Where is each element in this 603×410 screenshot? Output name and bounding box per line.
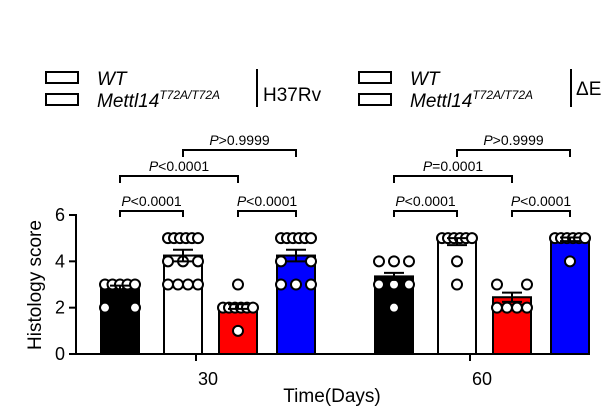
data-point — [232, 324, 244, 337]
y-axis-label: Histology score — [25, 220, 46, 350]
y-tick-label: 4 — [55, 251, 65, 271]
comparison-bracket — [119, 175, 239, 183]
legend-group-bracket-left — [256, 69, 258, 107]
comparison-bracket — [237, 210, 297, 217]
legend-group-label-h37rv: H37Rv — [263, 85, 322, 106]
comparison-bracket — [511, 210, 571, 217]
x-axis-label: Time(Days) — [283, 386, 380, 407]
data-point — [491, 301, 503, 314]
y-tick-label: 6 — [55, 205, 65, 225]
data-point — [129, 278, 141, 291]
data-point — [192, 232, 204, 245]
error-bars — [110, 236, 580, 310]
data-point — [403, 255, 415, 268]
comparison-label: P<0.0001 — [511, 193, 572, 209]
data-point — [129, 301, 141, 314]
comparison-label: P<0.0001 — [149, 158, 210, 174]
comparison-bracket — [119, 210, 184, 217]
data-point — [305, 232, 317, 245]
legend-label-mettl14-de: Mettl14T72A/T72A — [410, 88, 534, 112]
bar — [163, 254, 203, 356]
data-point — [466, 232, 478, 245]
comparison-label: P>0.9999 — [209, 132, 270, 148]
data-point — [162, 278, 174, 291]
comparison-brackets: P<0.0001 P<0.0001 P<0.0001 P>0.9999 P<0.0001… — [119, 132, 572, 217]
comparison-label: P=0.0001 — [423, 158, 484, 174]
data-point — [403, 278, 415, 291]
comparison-label: P<0.0001 — [121, 193, 182, 209]
y-tick-label: 0 — [55, 344, 65, 364]
data-point — [305, 255, 317, 268]
data-point — [564, 255, 576, 268]
legend-group-bracket-right — [570, 69, 572, 107]
bar — [100, 288, 140, 355]
y-tick-label: 2 — [55, 298, 65, 318]
comparison-label: P<0.0001 — [395, 193, 456, 209]
data-point — [290, 278, 302, 291]
data-point — [521, 301, 533, 314]
bars — [100, 238, 590, 356]
comparison-label: P>0.9999 — [483, 132, 544, 148]
data-point — [579, 232, 591, 245]
data-point — [373, 278, 385, 291]
data-point — [305, 278, 317, 291]
data-point — [521, 278, 533, 291]
data-point — [99, 301, 111, 314]
data-point — [511, 301, 523, 314]
legend-swatch-red — [358, 71, 392, 84]
data-point — [388, 278, 400, 291]
comparison-bracket — [456, 149, 571, 157]
legend-swatch-white — [45, 93, 79, 106]
legend-group-label-de: ΔE — [576, 79, 602, 100]
data-point — [192, 255, 204, 268]
x-tick-label: 30 — [198, 369, 218, 389]
data-point — [192, 278, 204, 291]
data-point — [451, 278, 463, 291]
legend-label-wt-h37rv: WT — [97, 69, 127, 90]
data-point — [275, 278, 287, 291]
data-point — [388, 301, 400, 314]
data-point — [373, 255, 385, 268]
legend-swatch-black — [45, 71, 79, 84]
bar — [276, 254, 316, 356]
data-point — [275, 255, 287, 268]
legend-label-mettl14-h37rv: Mettl14T72A/T72A — [97, 88, 221, 112]
data-point — [232, 278, 244, 291]
x-tick-label: 60 — [472, 369, 492, 389]
comparison-bracket — [182, 149, 297, 157]
data-point — [172, 278, 184, 291]
comparison-bracket — [393, 210, 458, 217]
data-point — [247, 301, 259, 314]
data-point — [501, 301, 513, 314]
comparison-label: P<0.0001 — [237, 193, 298, 209]
legend-label-wt-de: WT — [410, 69, 440, 90]
data-point — [491, 278, 503, 291]
data-point — [162, 255, 174, 268]
data-point — [388, 255, 400, 268]
data-point — [182, 278, 194, 291]
comparison-bracket — [393, 175, 513, 183]
data-point — [451, 255, 463, 268]
legend-swatch-blue — [358, 93, 392, 106]
